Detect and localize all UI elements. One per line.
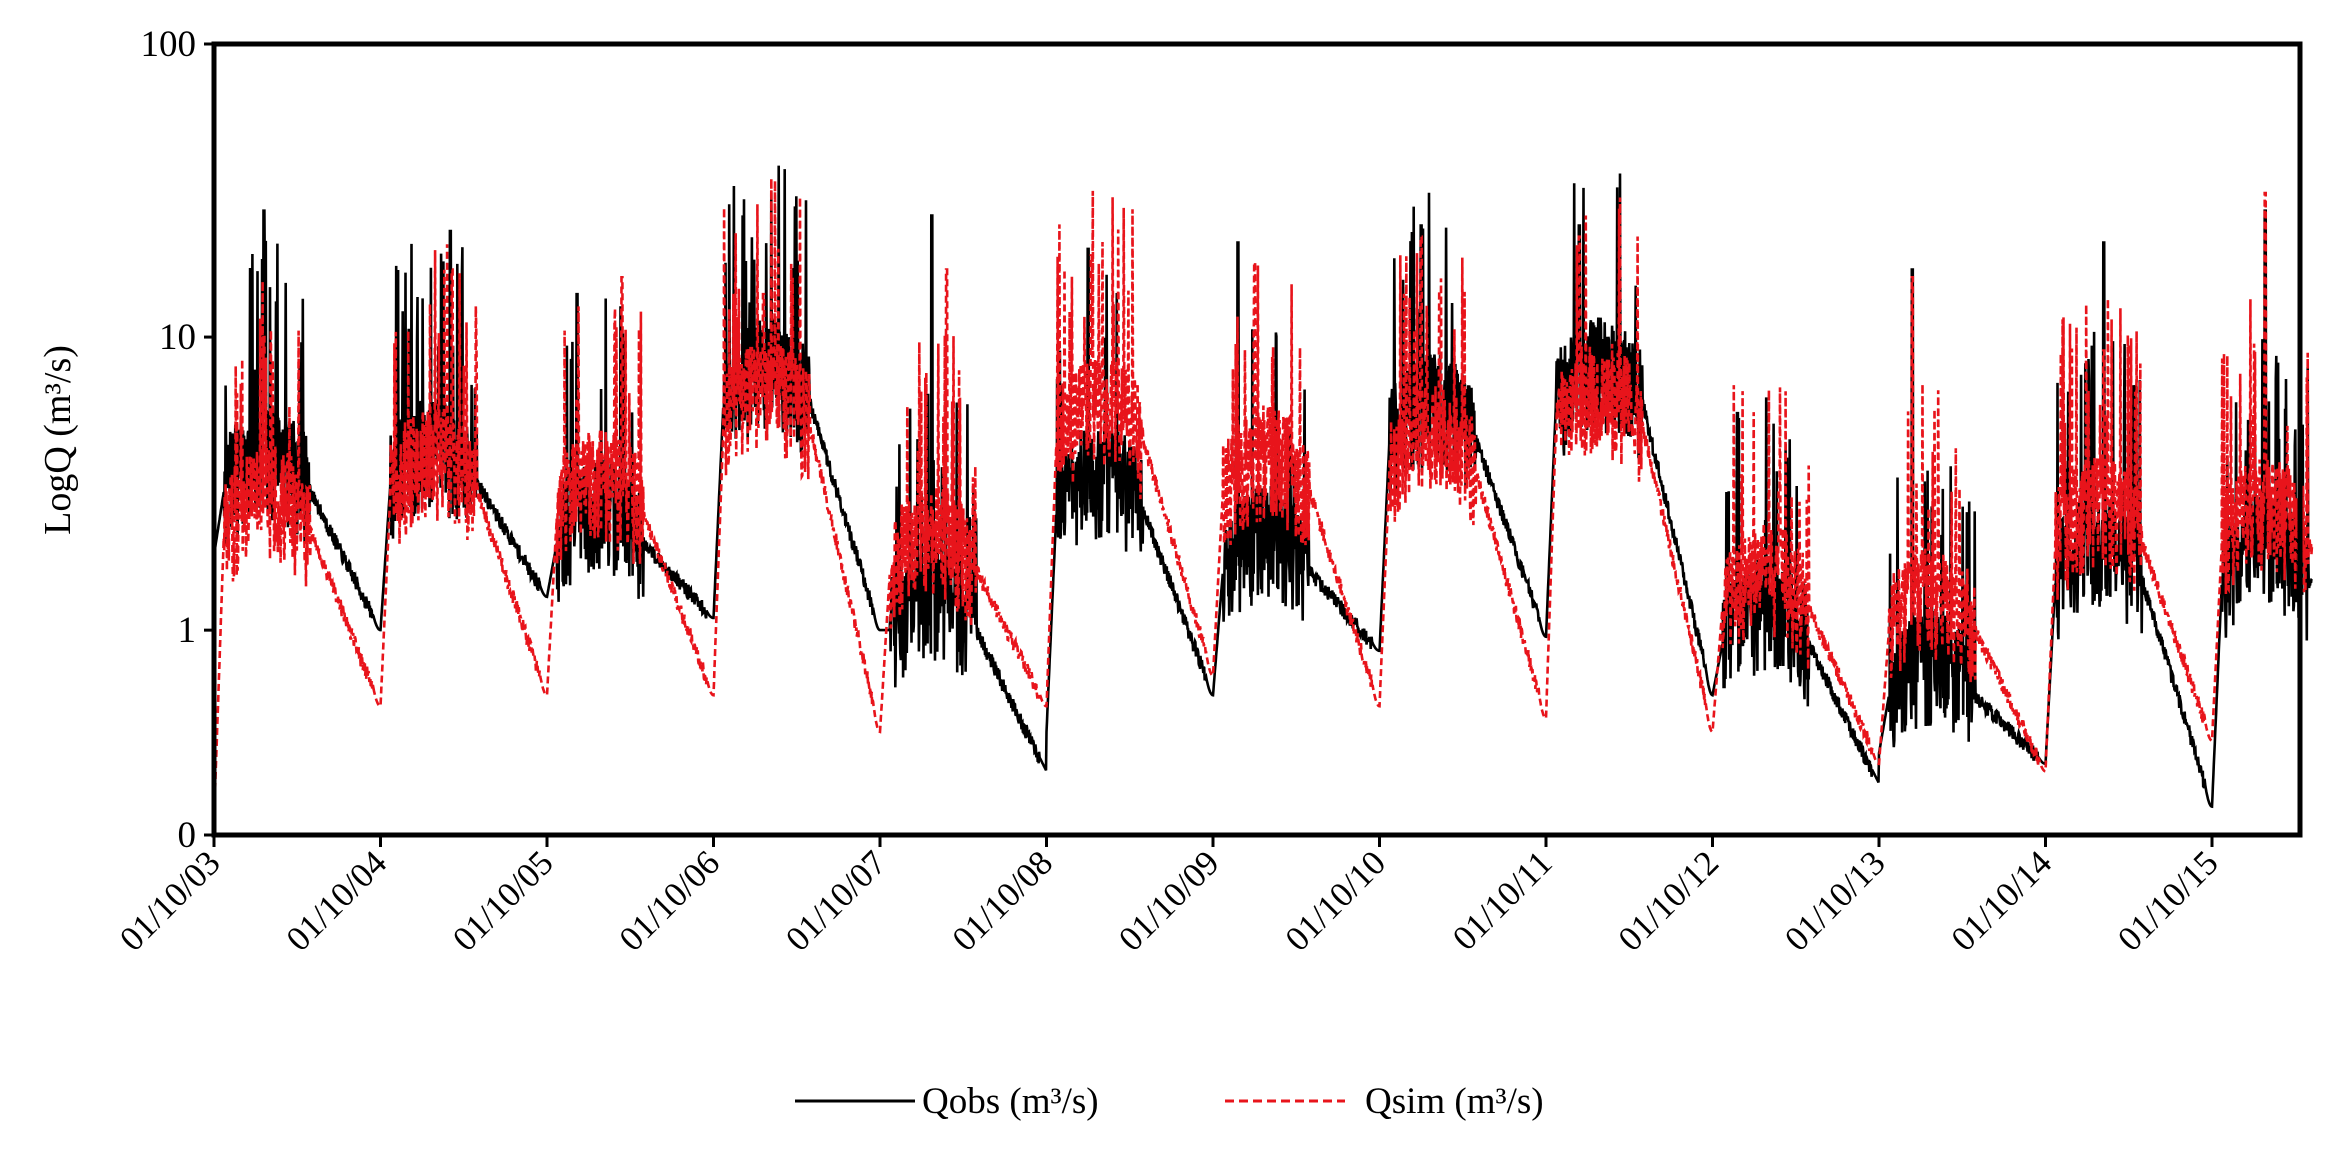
y-axis-title: LogQ (m³/s) <box>37 345 79 535</box>
x-tick-label: 01/10/03 <box>112 843 228 959</box>
plot-lines <box>212 165 2314 823</box>
x-tick-label: 01/10/09 <box>1111 843 1227 959</box>
legend-label-qsim: Qsim (m³/s) <box>1365 1081 1544 1122</box>
x-tick-label: 01/10/14 <box>1944 843 2060 959</box>
x-axis: 01/10/03 01/10/04 01/10/05 01/10/06 01/10/07… <box>112 835 2226 959</box>
legend: Qobs (m³/s) Qsim (m³/s) <box>795 1081 1544 1122</box>
y-tick-label: 10 <box>159 317 196 358</box>
y-tick-label: 1 <box>178 610 197 651</box>
x-tick-label: 01/10/15 <box>2110 843 2226 959</box>
series-line-qobs <box>212 165 2313 809</box>
x-tick-label: 01/10/08 <box>945 843 1061 959</box>
series-line-qsim <box>212 178 2314 823</box>
legend-label-qobs: Qobs (m³/s) <box>922 1081 1099 1122</box>
x-tick-label: 01/10/05 <box>445 843 561 959</box>
plot-frame <box>211 41 2303 838</box>
x-tick-label: 01/10/06 <box>612 843 728 959</box>
y-tick-label: 0 <box>178 815 197 856</box>
x-tick-label: 01/10/10 <box>1278 843 1394 959</box>
y-tick-label: 100 <box>141 24 197 65</box>
y-axis: 0 1 10 100 <box>141 24 214 856</box>
x-tick-label: 01/10/04 <box>279 843 395 959</box>
x-tick-label: 01/10/07 <box>778 843 894 959</box>
x-tick-label: 01/10/13 <box>1777 843 1893 959</box>
x-tick-label: 01/10/11 <box>1445 843 1560 958</box>
x-tick-label: 01/10/12 <box>1611 843 1727 959</box>
